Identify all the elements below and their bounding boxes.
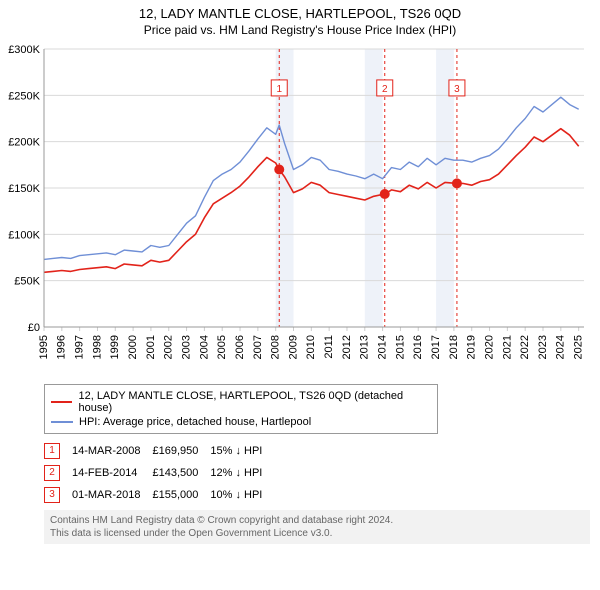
sales-row: 1 14-MAR-2008£169,95015% ↓ HPI xyxy=(44,440,274,462)
sale-marker-badge: 3 xyxy=(44,487,60,503)
y-tick-label: £0 xyxy=(28,322,40,334)
x-tick-label: 2000 xyxy=(127,335,139,359)
y-tick-label: £300K xyxy=(8,44,40,56)
sale-marker-badge: 2 xyxy=(44,465,60,481)
x-tick-label: 2008 xyxy=(270,335,282,359)
x-tick-label: 2003 xyxy=(180,335,192,359)
chart-container: { "title": "12, LADY MANTLE CLOSE, HARTL… xyxy=(0,0,600,544)
x-tick-label: 2012 xyxy=(341,335,353,359)
x-tick-label: 1999 xyxy=(109,335,121,359)
sale-marker-badge: 1 xyxy=(44,443,60,459)
x-tick-label: 2019 xyxy=(466,335,478,359)
chart-subtitle: Price paid vs. HM Land Registry's House … xyxy=(0,21,600,41)
sale-delta: 15% ↓ HPI xyxy=(210,440,274,462)
footer-line-1: Contains HM Land Registry data © Crown c… xyxy=(50,514,584,527)
x-tick-label: 2020 xyxy=(483,335,495,359)
x-tick-label: 1998 xyxy=(91,335,103,359)
x-tick-label: 2017 xyxy=(430,335,442,359)
legend-swatch xyxy=(51,421,73,423)
x-tick-label: 2007 xyxy=(252,335,264,359)
x-tick-label: 2023 xyxy=(537,335,549,359)
chart-plot: £0 £50K £100K £150K £200K £250K £300K 1995 1996 1… xyxy=(0,41,600,376)
x-tick-label: 2001 xyxy=(145,335,157,359)
x-tick-label: 1996 xyxy=(56,335,68,359)
chart-svg: £0 £50K £100K £150K £200K £250K £300K 1995 1996 1… xyxy=(0,41,590,371)
legend-item: 12, LADY MANTLE CLOSE, HARTLEPOOL, TS26 … xyxy=(51,389,431,415)
sale-price: £143,500 xyxy=(152,462,210,484)
y-tick-label: £50K xyxy=(14,276,40,288)
x-tick-label: 2009 xyxy=(287,335,299,359)
event-marker xyxy=(380,189,390,199)
x-tick-label: 2011 xyxy=(323,335,335,359)
y-tick-label: £250K xyxy=(8,90,40,102)
x-tick-label: 2006 xyxy=(234,335,246,359)
x-tick-label: 2022 xyxy=(519,335,531,359)
sale-delta: 10% ↓ HPI xyxy=(210,484,274,506)
sale-date: 01-MAR-2018 xyxy=(72,484,152,506)
legend-label: HPI: Average price, detached house, Hart… xyxy=(79,416,311,428)
x-tick-label: 2005 xyxy=(216,335,228,359)
sales-row: 3 01-MAR-2018£155,00010% ↓ HPI xyxy=(44,484,274,506)
legend-item: HPI: Average price, detached house, Hart… xyxy=(51,415,431,429)
sale-price: £169,950 xyxy=(152,440,210,462)
chart-title: 12, LADY MANTLE CLOSE, HARTLEPOOL, TS26 … xyxy=(0,0,600,21)
sales-row: 2 14-FEB-2014£143,50012% ↓ HPI xyxy=(44,462,274,484)
x-tick-label: 2016 xyxy=(412,335,424,359)
sale-price: £155,000 xyxy=(152,484,210,506)
x-tick-label: 2010 xyxy=(305,335,317,359)
event-badge-label: 1 xyxy=(276,84,282,95)
y-tick-label: £200K xyxy=(8,137,40,149)
event-badge-label: 2 xyxy=(382,84,388,95)
x-tick-label: 1995 xyxy=(38,335,50,359)
sale-date: 14-FEB-2014 xyxy=(72,462,152,484)
legend: 12, LADY MANTLE CLOSE, HARTLEPOOL, TS26 … xyxy=(44,384,438,434)
x-tick-label: 2021 xyxy=(501,335,513,359)
x-tick-label: 2015 xyxy=(394,335,406,359)
x-tick-label: 1997 xyxy=(74,335,86,359)
event-badge-label: 3 xyxy=(454,84,460,95)
x-tick-label: 2002 xyxy=(163,335,175,359)
event-marker xyxy=(452,178,462,188)
sales-table: 1 14-MAR-2008£169,95015% ↓ HPI 2 14-FEB-201… xyxy=(44,440,590,506)
sale-delta: 12% ↓ HPI xyxy=(210,462,274,484)
y-tick-label: £100K xyxy=(8,229,40,241)
x-tick-label: 2018 xyxy=(448,335,460,359)
x-tick-label: 2004 xyxy=(198,335,210,359)
x-tick-label: 2025 xyxy=(573,335,585,359)
sale-date: 14-MAR-2008 xyxy=(72,440,152,462)
legend-swatch xyxy=(51,401,72,403)
x-tick-label: 2014 xyxy=(377,335,389,359)
y-tick-label: £150K xyxy=(8,183,40,195)
attribution-footer: Contains HM Land Registry data © Crown c… xyxy=(44,510,590,544)
footer-line-2: This data is licensed under the Open Gov… xyxy=(50,527,584,540)
x-tick-label: 2013 xyxy=(359,335,371,359)
event-marker xyxy=(274,165,284,175)
legend-label: 12, LADY MANTLE CLOSE, HARTLEPOOL, TS26 … xyxy=(78,390,431,414)
x-tick-label: 2024 xyxy=(555,335,567,359)
